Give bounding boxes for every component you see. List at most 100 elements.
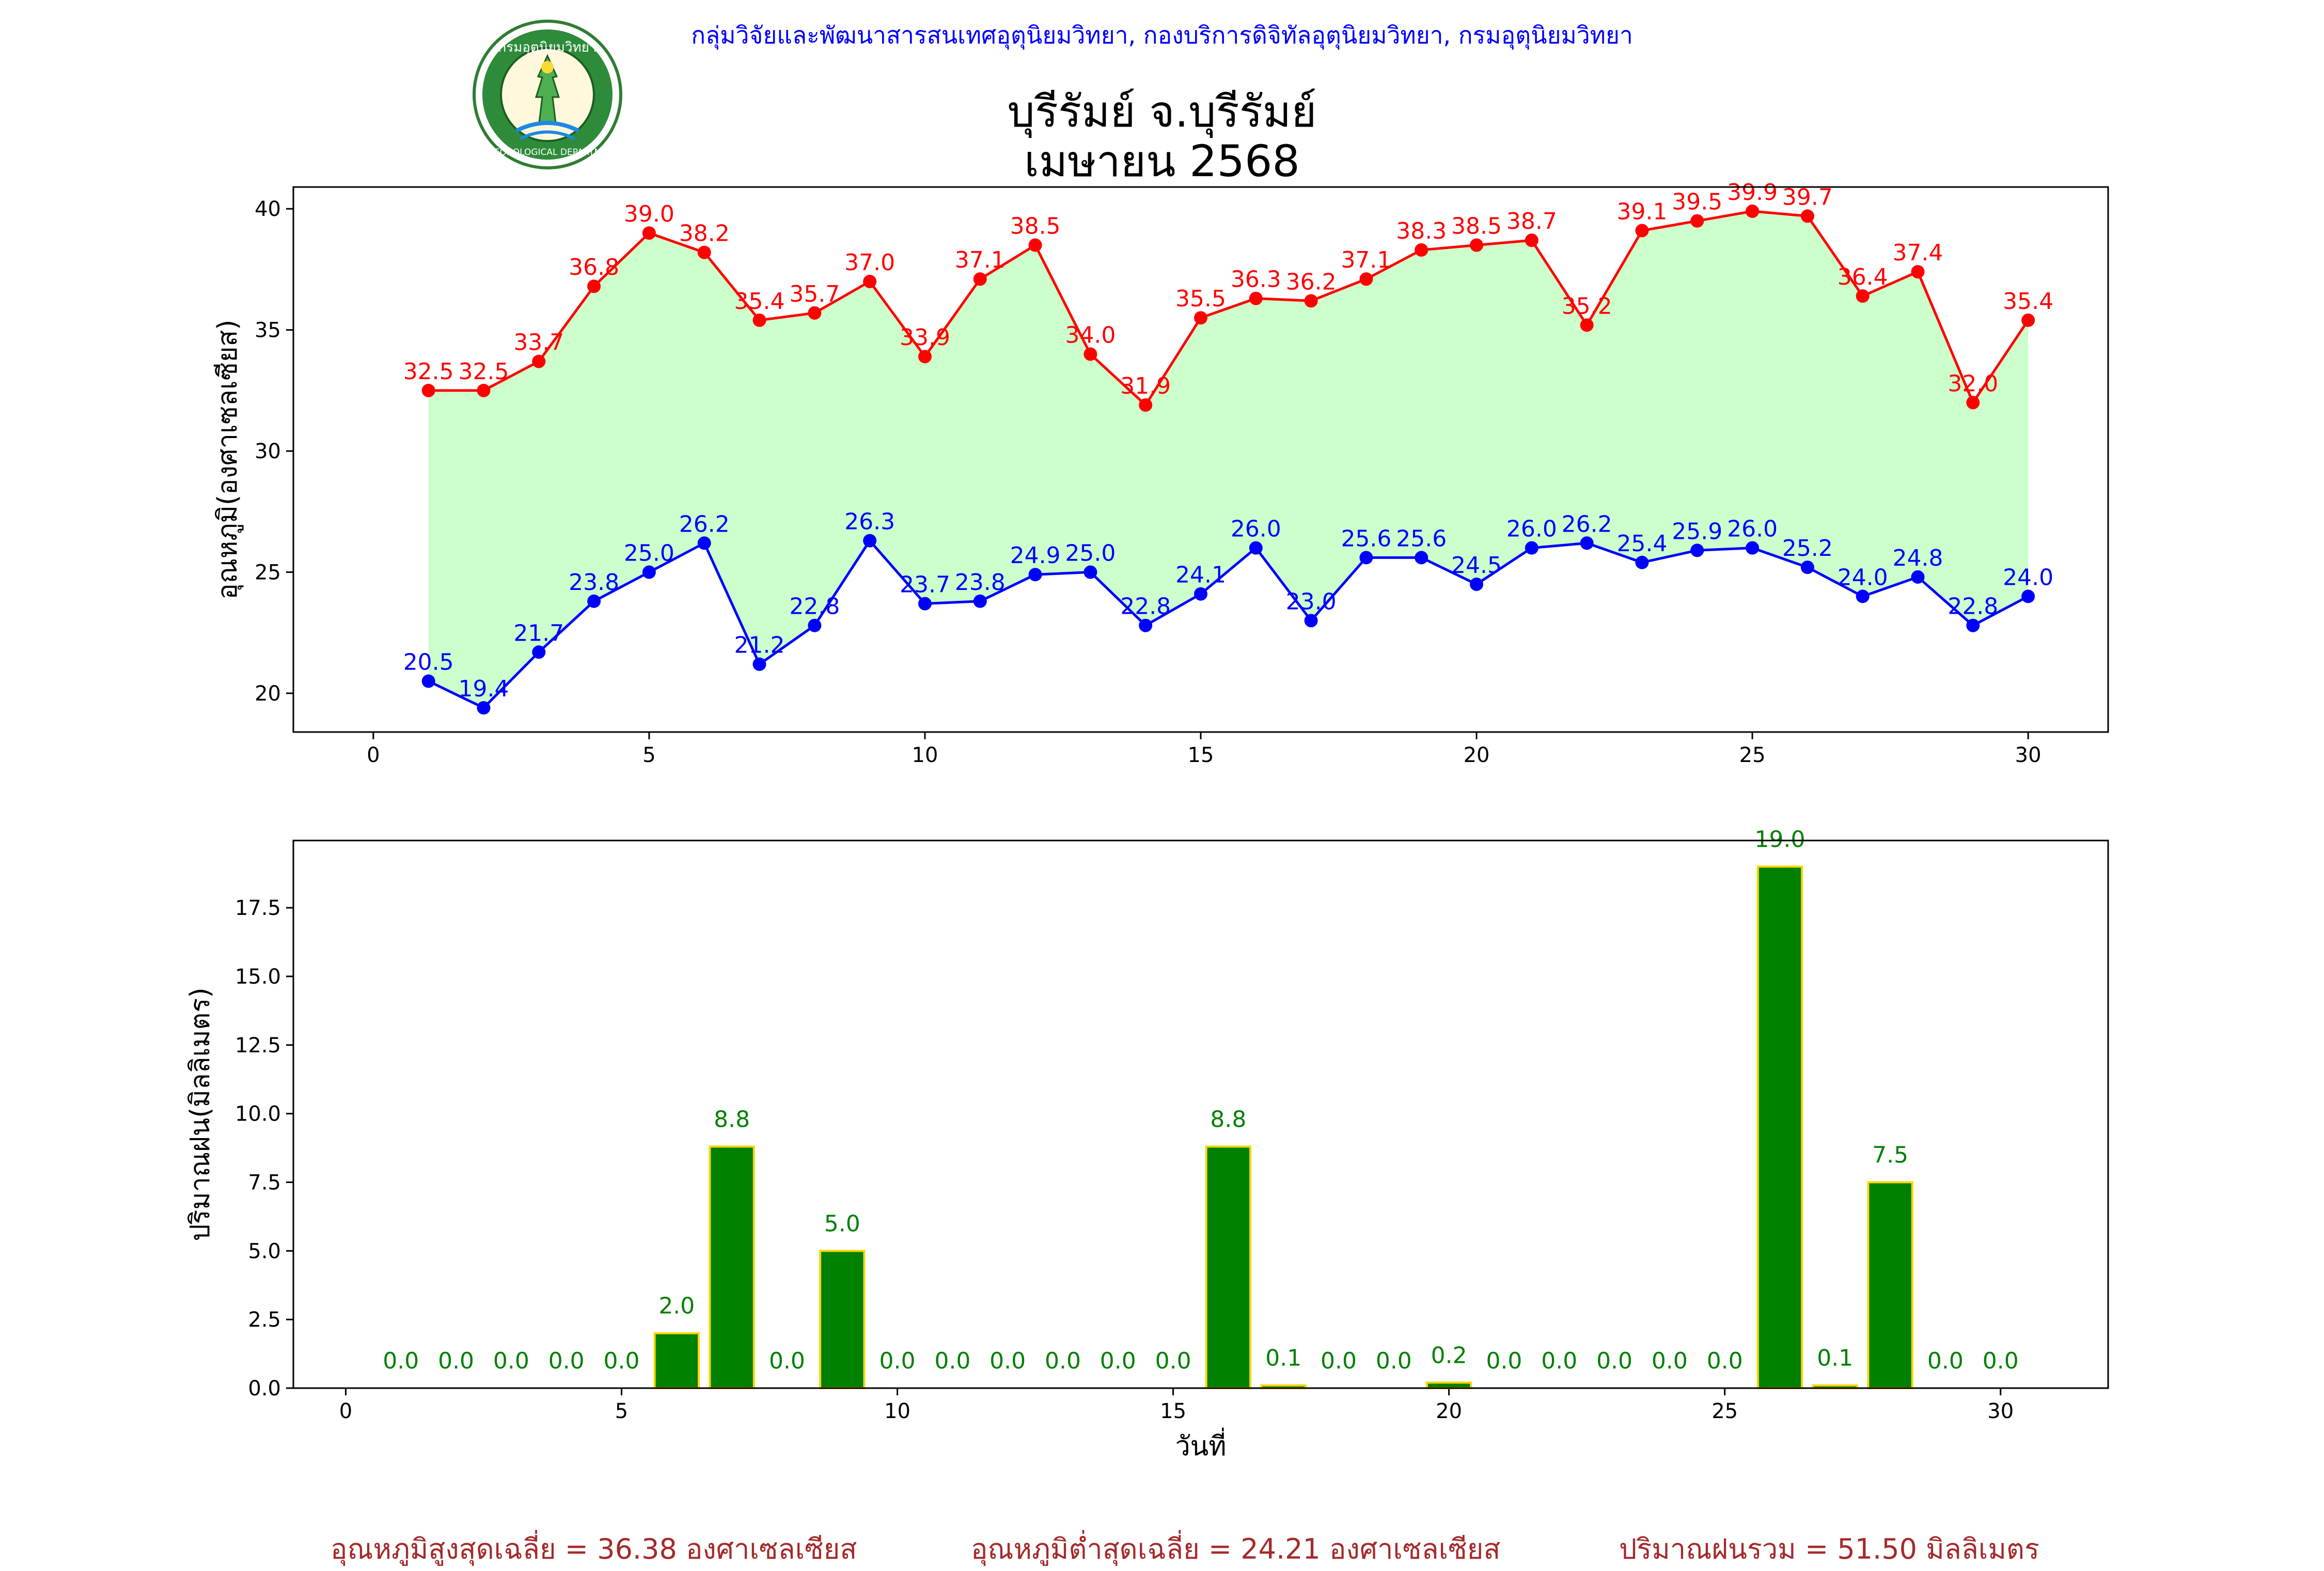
max-temp-point (532, 354, 546, 368)
y-tick-label: 25 (255, 561, 281, 585)
max-temp-point (421, 383, 435, 397)
x-tick-label: 25 (1711, 1399, 1738, 1423)
max-temp-label: 38.3 (1396, 218, 1447, 244)
min-temp-label: 25.0 (1065, 540, 1116, 567)
max-temp-point (1028, 238, 1042, 252)
min-temp-point (697, 536, 711, 550)
y-tick-label: 7.5 (248, 1171, 281, 1195)
min-temp-point (1415, 551, 1428, 565)
rain-value-label: 0.0 (1596, 1348, 1632, 1374)
max-temp-point (1911, 265, 1925, 279)
min-temp-point (421, 674, 435, 688)
max-temp-point (1304, 294, 1318, 308)
rain-value-label: 5.0 (824, 1210, 860, 1237)
x-tick-label: 10 (884, 1399, 910, 1423)
temperature-plot-frame (292, 186, 2109, 733)
min-temp-label: 23.8 (955, 569, 1006, 596)
rain-value-label: 19.0 (1755, 826, 1805, 852)
min-temp-label: 26.0 (1231, 516, 1281, 542)
min-temp-label: 25.6 (1341, 525, 1391, 552)
rain-value-label: 7.5 (1872, 1142, 1908, 1169)
max-temp-point (1746, 204, 1760, 218)
max-temp-point (1470, 238, 1484, 252)
max-temp-label: 39.1 (1616, 198, 1667, 225)
avg-min-summary: อุณหภูมิต่ำสุดเฉลี่ย = 24.21 องศาเซลเซีย… (971, 1533, 1501, 1565)
x-tick-label: 30 (1987, 1399, 2014, 1423)
y-tick-label: 17.5 (235, 896, 281, 920)
min-temp-label: 25.0 (624, 540, 674, 567)
min-temp-point (477, 701, 491, 715)
max-temp-label: 33.9 (900, 324, 950, 351)
max-temp-point (1690, 214, 1704, 228)
rain-value-label: 0.0 (1927, 1348, 1964, 1374)
max-temp-label: 39.0 (624, 201, 674, 227)
y-tick-label: 2.5 (248, 1308, 281, 1332)
y-tick-label: 35 (255, 319, 281, 343)
x-tick-label: 20 (1436, 1399, 1462, 1423)
rainfall-x-axis-label: วันที่ (1175, 1427, 1226, 1462)
max-temp-point (808, 306, 822, 320)
rain-value-label: 8.8 (714, 1106, 750, 1132)
max-temp-label: 32.5 (459, 359, 509, 385)
max-temp-label: 38.7 (1506, 208, 1557, 235)
min-temp-label: 25.2 (1782, 535, 1833, 562)
rain-bar (819, 1250, 866, 1390)
rain-value-label: 0.0 (493, 1348, 529, 1374)
max-temp-point (1966, 396, 1980, 410)
min-temp-point (1249, 541, 1263, 555)
min-temp-label: 25.4 (1616, 531, 1667, 557)
min-temp-point (973, 594, 987, 608)
max-temp-label: 39.9 (1727, 179, 1778, 206)
min-temp-label: 25.9 (1672, 518, 1722, 545)
min-temp-label: 21.2 (734, 632, 785, 659)
logo-bottom-text: METEOROLOGICAL DEPARTMENT (476, 147, 620, 158)
agency-header: กลุ่มวิจัยและพัฒนาสารสนเทศอุตุนิยมวิทยา,… (691, 21, 1633, 49)
min-temp-label: 23.0 (1286, 588, 1337, 615)
min-temp-point (1800, 561, 1814, 574)
rain-value-label: 0.0 (1100, 1348, 1136, 1374)
min-temp-label: 24.8 (1893, 545, 1943, 571)
min-temp-point (2021, 589, 2035, 603)
rain-value-label: 0.0 (383, 1348, 419, 1374)
min-temp-label: 20.5 (403, 649, 454, 676)
min-temp-label: 24.0 (1838, 564, 1888, 590)
rain-value-label: 0.2 (1431, 1342, 1467, 1368)
max-temp-label: 32.0 (1948, 370, 1998, 397)
min-temp-point (1635, 555, 1649, 569)
max-temp-label: 34.0 (1065, 322, 1116, 349)
rain-value-label: 0.0 (1045, 1348, 1081, 1374)
max-temp-label: 38.5 (1010, 213, 1061, 240)
min-temp-label: 26.2 (679, 511, 730, 537)
min-temp-point (642, 565, 656, 579)
x-tick-label: 25 (1739, 743, 1766, 767)
rain-bar (1205, 1145, 1252, 1390)
met-department-logo: กรมอุตุนิยมวิทยา METEOROLOGICAL DEPARTME… (473, 20, 622, 169)
rain-value-label: 0.0 (1707, 1348, 1743, 1374)
x-tick-label: 30 (2015, 743, 2042, 767)
max-temp-label: 37.4 (1893, 240, 1943, 266)
rainfall-plot-frame (292, 839, 2109, 1389)
rainfall-y-axis-label: ปริมาณฝน(มิลลิเมตร) (185, 987, 216, 1241)
rain-value-label: 0.0 (1155, 1348, 1191, 1374)
rain-value-label: 0.1 (1265, 1345, 1301, 1372)
y-tick-label: 20 (255, 682, 281, 706)
max-temp-label: 37.1 (1341, 247, 1391, 273)
station-title: บุรีรัมย์ จ.บุรีรัมย์ (1007, 86, 1317, 137)
max-temp-label: 35.2 (1562, 293, 1612, 319)
min-temp-label: 22.8 (789, 594, 840, 620)
min-temp-label: 21.7 (513, 620, 564, 646)
x-tick-label: 15 (1188, 743, 1214, 767)
max-temp-label: 39.5 (1672, 189, 1722, 215)
min-temp-point (918, 597, 932, 611)
y-tick-label: 0.0 (248, 1377, 281, 1401)
max-temp-label: 35.7 (789, 281, 840, 307)
y-tick-label: 12.5 (235, 1034, 281, 1057)
min-temp-point (532, 645, 546, 659)
min-temp-point (1359, 551, 1373, 565)
max-temp-label: 36.4 (1838, 264, 1888, 290)
rain-value-label: 0.0 (880, 1348, 916, 1374)
rain-value-label: 0.0 (1376, 1348, 1412, 1374)
max-temp-label: 35.5 (1175, 286, 1226, 312)
y-tick-label: 15.0 (235, 965, 281, 989)
